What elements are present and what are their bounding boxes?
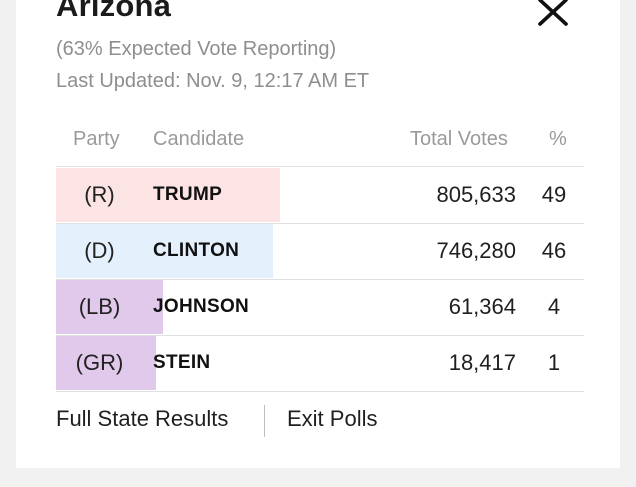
vote-percent: 4: [547, 294, 561, 319]
table-row: (D) CLINTON 746,280 46: [56, 223, 584, 280]
total-votes: 805,633: [436, 182, 516, 207]
header-divider: [56, 166, 584, 167]
party-label: (LB): [78, 294, 121, 319]
vote-share-bar: [56, 168, 281, 222]
total-votes: 18,417: [448, 350, 516, 375]
close-button[interactable]: [536, 0, 570, 27]
close-icon: [538, 0, 568, 26]
vote-percent: 1: [547, 350, 561, 375]
vote-percent: 46: [541, 238, 567, 263]
vote-percent: 49: [541, 182, 567, 207]
table-row: (GR) STEIN 18,417 1: [56, 335, 584, 392]
party-label: (D): [84, 238, 115, 263]
full-state-results-link[interactable]: Full State Results: [56, 406, 229, 431]
last-updated: Last Updated: Nov. 9, 12:17 AM ET: [56, 70, 370, 92]
total-votes: 61,364: [448, 294, 516, 319]
footer-divider: [264, 405, 265, 437]
candidate-name: CLINTON: [153, 240, 240, 261]
table-row: (R) TRUMP 805,633 49: [56, 167, 584, 224]
column-header-percent: %: [549, 128, 567, 150]
vote-share-bar: [56, 224, 273, 278]
column-header-party: Party: [73, 128, 120, 150]
reporting-status: (63% Expected Vote Reporting): [56, 38, 337, 60]
table-row: (LB) JOHNSON 61,364 4: [56, 279, 584, 336]
candidate-name: JOHNSON: [153, 296, 250, 317]
column-header-candidate: Candidate: [153, 128, 245, 150]
vote-share-bar: [56, 336, 156, 390]
state-results-card: Arizona (63% Expected Vote Reporting) La…: [16, 0, 620, 468]
vote-share-bar: [56, 280, 164, 334]
exit-polls-link[interactable]: Exit Polls: [287, 406, 378, 431]
column-header-total-votes: Total Votes: [410, 128, 508, 150]
party-label: (GR): [75, 350, 124, 375]
candidate-name: TRUMP: [153, 184, 223, 205]
state-title: Arizona: [56, 0, 172, 23]
party-label: (R): [84, 182, 115, 207]
total-votes: 746,280: [436, 238, 516, 263]
candidate-name: STEIN: [153, 352, 211, 373]
